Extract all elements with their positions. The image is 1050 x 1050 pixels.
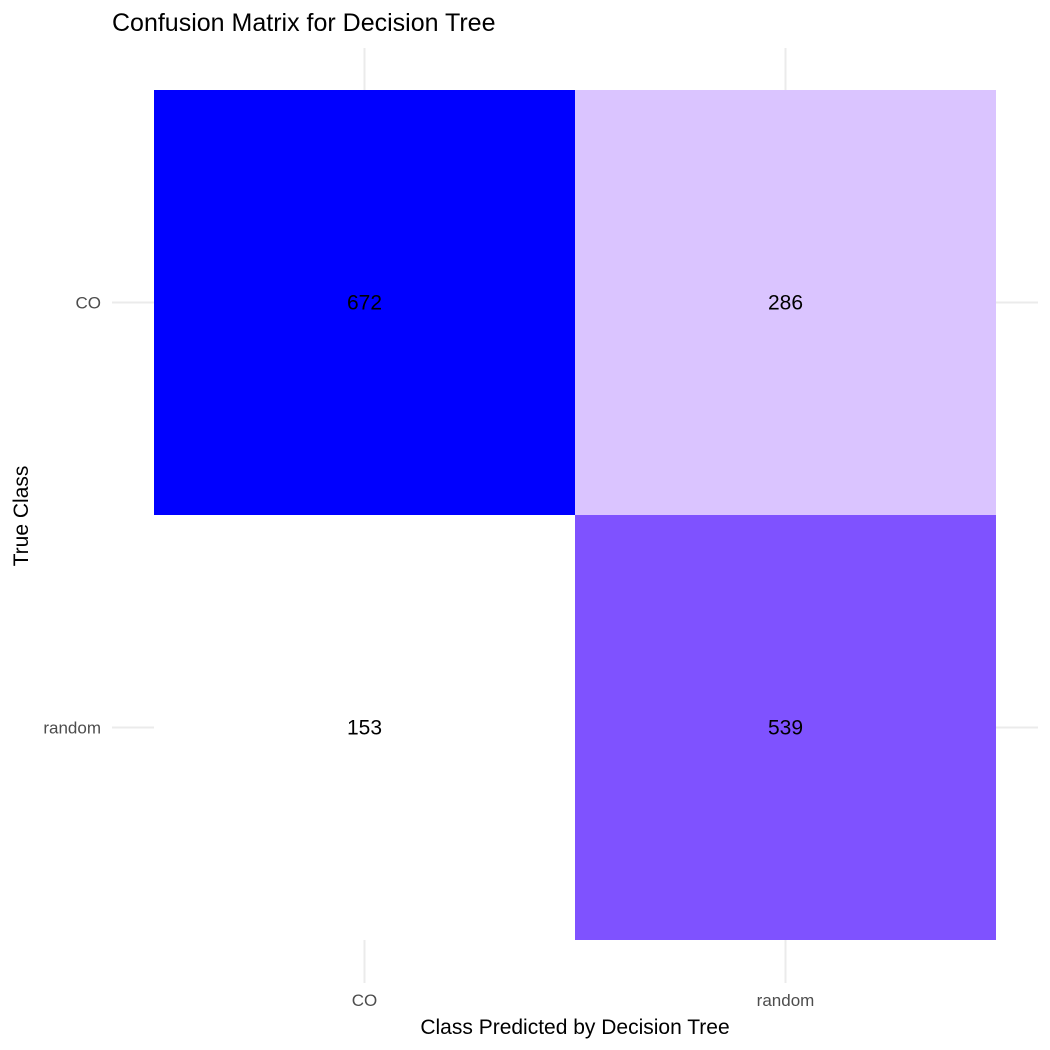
cell-value-label: 286: [768, 292, 803, 315]
y-tick-label: random: [43, 719, 101, 738]
x-tick-label: random: [757, 991, 815, 1010]
y-axis-title: True Class: [10, 466, 33, 567]
axis-tick-labels: CO random CO random: [43, 294, 814, 1011]
heatmap-cell: [154, 515, 575, 940]
cell-value-label: 539: [768, 717, 803, 740]
heatmap-cell: [154, 90, 575, 515]
y-tick-label: CO: [76, 294, 102, 313]
heatmap-cell: [575, 90, 996, 515]
x-axis-title: Class Predicted by Decision Tree: [420, 1016, 729, 1039]
x-tick-label: CO: [352, 991, 378, 1010]
cell-value-label: 153: [347, 717, 382, 740]
heatmap-cells: [154, 90, 996, 940]
heatmap-cell: [575, 515, 996, 940]
cell-value-label: 672: [347, 292, 382, 315]
cell-value-labels: 672 286 153 539: [347, 292, 803, 740]
chart-title: Confusion Matrix for Decision Tree: [112, 9, 495, 37]
